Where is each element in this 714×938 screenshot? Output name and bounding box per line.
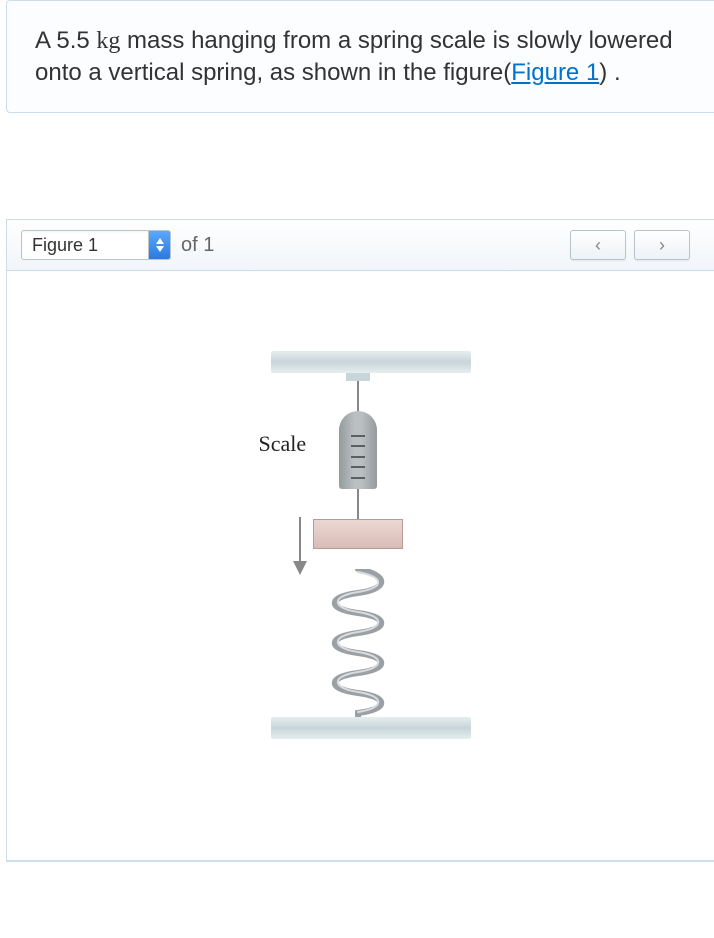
problem-panel: A 5.5 kg mass hanging from a spring scal…: [6, 0, 714, 113]
figure-nav: ‹ ›: [570, 230, 700, 260]
diagram: Scale: [231, 351, 491, 781]
problem-statement: A 5.5 kg mass hanging from a spring scal…: [35, 25, 686, 88]
figure-select[interactable]: Figure 1: [21, 230, 171, 260]
figure-select-label: Figure 1: [32, 235, 148, 256]
mass-block: [313, 519, 403, 549]
scale-label: Scale: [259, 431, 307, 457]
wire-bottom: [357, 489, 359, 519]
chevron-right-icon: ›: [659, 235, 665, 256]
floor-bar: [271, 717, 471, 739]
text-prefix: A 5.5: [35, 27, 96, 54]
ceiling-bar: [271, 351, 471, 373]
figure-panel: Figure 1 of 1 ‹ › Scale: [6, 219, 714, 862]
figure-link[interactable]: Figure 1: [511, 59, 599, 86]
figure-header: Figure 1 of 1 ‹ ›: [7, 220, 714, 271]
scale-ticks: [351, 435, 365, 479]
wire-top: [357, 381, 359, 411]
spring-icon: [319, 569, 397, 721]
unit-kg: kg: [96, 28, 120, 54]
down-arrow-icon: [293, 517, 307, 577]
next-button[interactable]: ›: [634, 230, 690, 260]
stepper-icon: [148, 231, 170, 259]
chevron-left-icon: ‹: [595, 235, 601, 256]
prev-button[interactable]: ‹: [570, 230, 626, 260]
figure-count-text: of 1: [181, 234, 214, 257]
spacer: [0, 113, 714, 219]
figure-body: Scale: [7, 271, 714, 861]
ceiling-mount: [346, 373, 370, 381]
text-suffix: ) .: [599, 59, 620, 86]
